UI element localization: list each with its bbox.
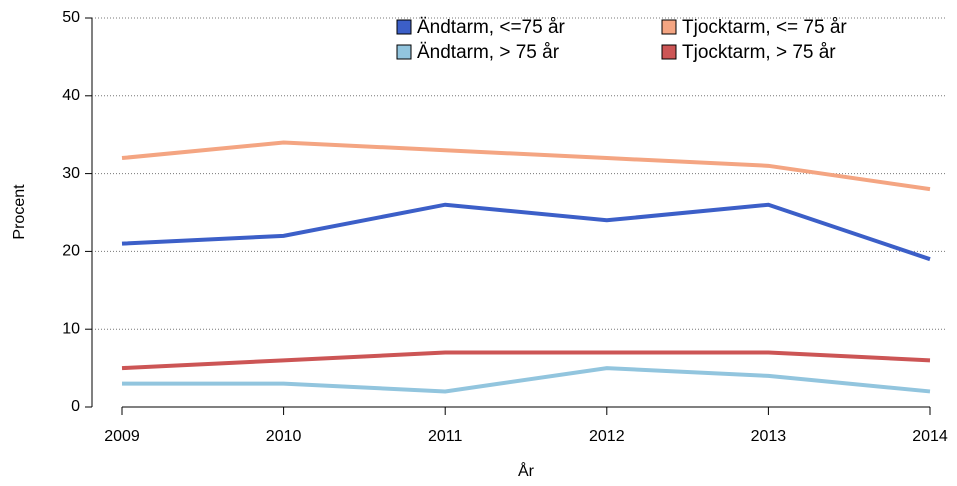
line [122, 366, 931, 394]
line [121, 140, 931, 192]
x-tick-label: 2013 [751, 428, 787, 445]
legend-label: Ändtarm, <=75 år [417, 17, 566, 38]
legend-label: Tjocktarm, > 75 år [682, 42, 836, 63]
y-axis-label: Procent [11, 184, 28, 240]
x-axis-label: År [518, 461, 535, 480]
y-tick-label: 0 [71, 398, 80, 415]
y-tick-label: 30 [62, 165, 80, 182]
line [121, 202, 931, 262]
x-tick-label: 2014 [912, 428, 948, 445]
legend-label: Tjocktarm, <= 75 år [682, 17, 847, 38]
legend-label: Ändtarm, > 75 år [417, 42, 560, 63]
y-tick-label: 20 [62, 243, 80, 260]
line [121, 350, 931, 371]
legend-swatch [661, 44, 677, 60]
y-tick-label: 50 [62, 9, 80, 26]
x-tick-label: 2012 [589, 428, 625, 445]
legend-swatch [396, 44, 412, 60]
y-tick-label: 10 [62, 320, 80, 337]
x-tick-label: 2010 [266, 428, 302, 445]
y-tick-label: 40 [62, 87, 80, 104]
x-tick-label: 2011 [428, 428, 463, 445]
legend-swatch [396, 19, 412, 35]
x-tick-label: 2009 [104, 428, 140, 445]
legend-swatch [661, 19, 677, 35]
